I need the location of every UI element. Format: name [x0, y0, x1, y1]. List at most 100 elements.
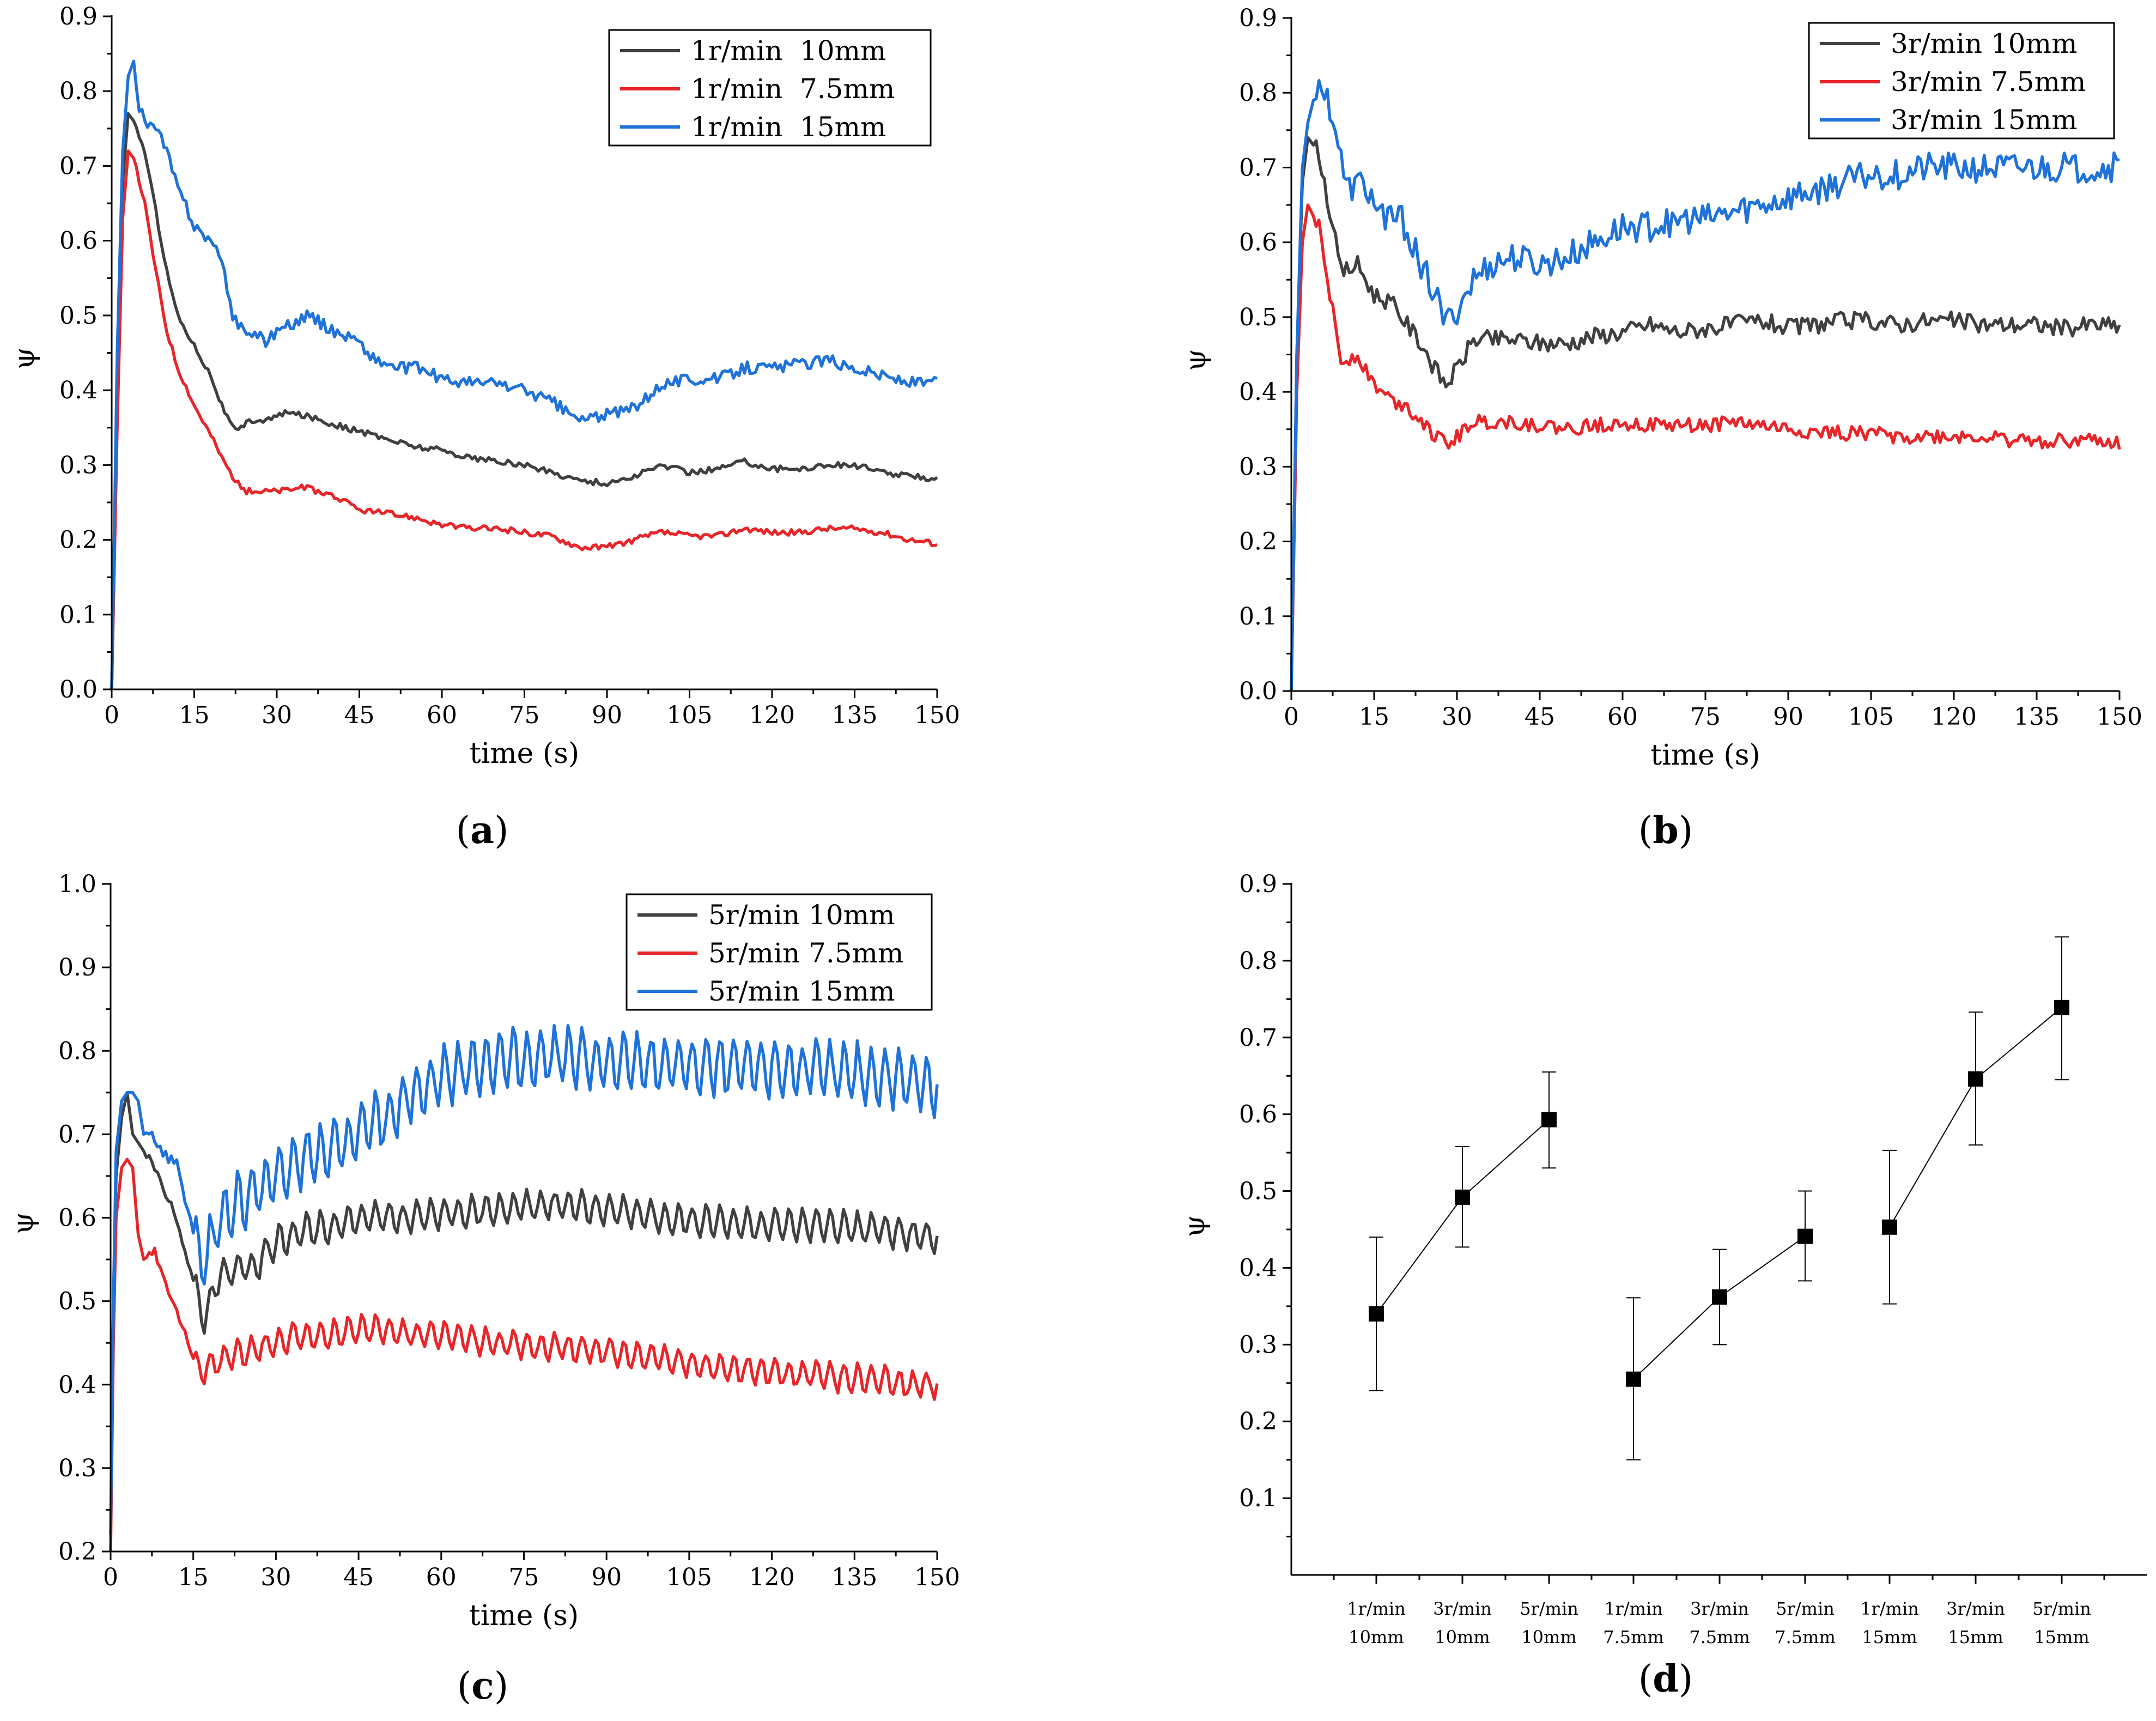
y-tick-label: 0.5	[1239, 304, 1277, 331]
x-tick-label: 60	[1607, 703, 1638, 731]
x-axis-title: time (s)	[1650, 739, 1760, 772]
category-label-line1: 5r/min	[1520, 1598, 1578, 1619]
chart-c: 0 15 30 45 60 75 90 105 120 135 150 0.2 0.3 0.4 0.5 0.6…	[7, 870, 960, 1708]
x-tick-label: 105	[1848, 703, 1894, 731]
panel-label-open: (	[1638, 809, 1653, 852]
y-tick-label: 0.5	[1239, 1178, 1277, 1205]
category-label-line2: 15mm	[1862, 1627, 1917, 1647]
category-label-line2: 7.5mm	[1689, 1627, 1750, 1647]
y-tick-label: 0.7	[1239, 1024, 1277, 1052]
x-tick-label: 30	[260, 1564, 291, 1591]
x-tick-label: 30	[1442, 703, 1472, 731]
y-tick-label: 0.4	[1239, 378, 1277, 406]
category-label-line2: 10mm	[1521, 1627, 1576, 1647]
panel-label-open: (	[1638, 1658, 1653, 1701]
x-axis-title: time (s)	[469, 1599, 579, 1632]
x-tick-label: 45	[343, 1564, 374, 1591]
category-label-line1: 1r/min	[1604, 1598, 1663, 1619]
x-tick-label: 45	[344, 701, 375, 729]
y-tick-label: 0.9	[1239, 870, 1277, 898]
y-tick-label: 0.4	[1239, 1254, 1277, 1282]
panel-label-letter: a	[470, 809, 494, 852]
data-point	[1369, 1306, 1384, 1322]
y-tick-label: 0.3	[58, 1455, 96, 1482]
category-label-line2: 10mm	[1349, 1627, 1404, 1647]
panel-label-open: (	[456, 809, 470, 852]
x-tick-label: 75	[1690, 703, 1721, 731]
x-tick-label: 30	[262, 701, 292, 729]
y-tick-label: 0.2	[1239, 528, 1277, 556]
data-point	[1455, 1189, 1470, 1205]
y-tick-label: 0.1	[1239, 603, 1277, 631]
series-line-1	[109, 1091, 939, 1535]
category-label-line2: 15mm	[2034, 1627, 2089, 1647]
x-tick-label: 150	[914, 701, 960, 729]
chart-a: 0 15 30 45 60 75 90 105 120 135 150 0.0 0.1 0.2 0.3 0.4…	[8, 3, 960, 852]
y-tick-label: 0.8	[58, 1037, 96, 1065]
category-label-line1: 5r/min	[1776, 1598, 1835, 1619]
y-tick-label: 0.3	[1239, 453, 1277, 481]
y-tick-label: 0.4	[59, 377, 98, 404]
y-tick-label: 0.8	[1239, 79, 1277, 107]
y-axis-title: ψ	[8, 347, 41, 369]
panel-label-close: )	[1679, 809, 1693, 852]
data-point	[1797, 1228, 1813, 1244]
x-tick-label: 150	[2097, 703, 2142, 731]
y-tick-label: 0.6	[59, 227, 98, 255]
panel-label-close: )	[1679, 1658, 1693, 1701]
chart-d: 0.1 0.2 0.3 0.4 0.5 0.6 0.7 0.8 0.9 1r/min 10mm 3r/…	[1179, 870, 2147, 1701]
panel-label-letter: d	[1653, 1657, 1679, 1701]
series-line-3	[109, 1023, 939, 1535]
legend-label-3: 5r/min 15mm	[708, 975, 895, 1007]
category-label-line2: 7.5mm	[1603, 1627, 1664, 1647]
y-tick-label: 0.0	[59, 676, 98, 704]
series-line-3	[110, 59, 938, 690]
panel-label: (b)	[1638, 809, 1693, 852]
series-line-1	[110, 112, 938, 690]
legend-label-2: 5r/min 7.5mm	[708, 937, 903, 969]
x-tick-label: 60	[426, 1564, 457, 1591]
data-point	[1712, 1289, 1727, 1305]
y-tick-label: 0.5	[59, 302, 98, 330]
x-tick-label: 135	[2014, 703, 2060, 731]
y-tick-label: 0.8	[59, 77, 98, 105]
x-tick-label: 0	[1284, 703, 1299, 731]
series-line-3	[1290, 79, 2120, 692]
data-point	[2054, 999, 2069, 1015]
x-tick-label: 15	[1359, 703, 1389, 731]
y-tick-label: 0.3	[59, 451, 98, 479]
x-tick-label: 0	[103, 1564, 118, 1591]
category-label-line2: 7.5mm	[1775, 1627, 1836, 1647]
y-tick-label: 0.9	[58, 954, 96, 981]
category-label-line1: 1r/min	[1860, 1598, 1919, 1619]
x-tick-label: 105	[667, 701, 713, 729]
x-tick-label: 15	[178, 1564, 209, 1591]
y-tick-label: 0.2	[1239, 1408, 1277, 1435]
series-line-1	[1290, 136, 2121, 692]
x-tick-label: 120	[1931, 703, 1977, 731]
legend-label-3: 1r/min 15mm	[691, 111, 886, 143]
x-tick-label: 15	[179, 701, 210, 729]
legend-label-1: 3r/min 10mm	[1891, 28, 2078, 59]
x-tick-label: 90	[1773, 703, 1803, 731]
y-tick-label: 0.7	[1239, 154, 1277, 181]
x-tick-label: 75	[509, 1564, 539, 1591]
x-tick-label: 75	[509, 701, 540, 729]
panel-label-letter: b	[1653, 809, 1679, 852]
panel-label-letter: c	[471, 1664, 494, 1708]
legend-label-1: 5r/min 10mm	[708, 899, 895, 931]
y-tick-label: 0.4	[58, 1371, 96, 1399]
data-point	[1626, 1371, 1641, 1387]
legend-label-2: 1r/min 7.5mm	[691, 73, 895, 105]
panel-label: (d)	[1638, 1657, 1693, 1701]
y-tick-label: 0.6	[1239, 1101, 1277, 1129]
x-axis-title: time (s)	[470, 737, 579, 770]
x-tick-label: 45	[1525, 703, 1555, 731]
x-tick-label: 0	[104, 701, 119, 729]
x-tick-label: 135	[832, 701, 878, 729]
category-label-line1: 3r/min	[1690, 1598, 1749, 1619]
data-point	[1968, 1071, 1983, 1087]
y-tick-label: 0.6	[58, 1204, 96, 1232]
y-tick-label: 0.6	[1239, 229, 1277, 257]
